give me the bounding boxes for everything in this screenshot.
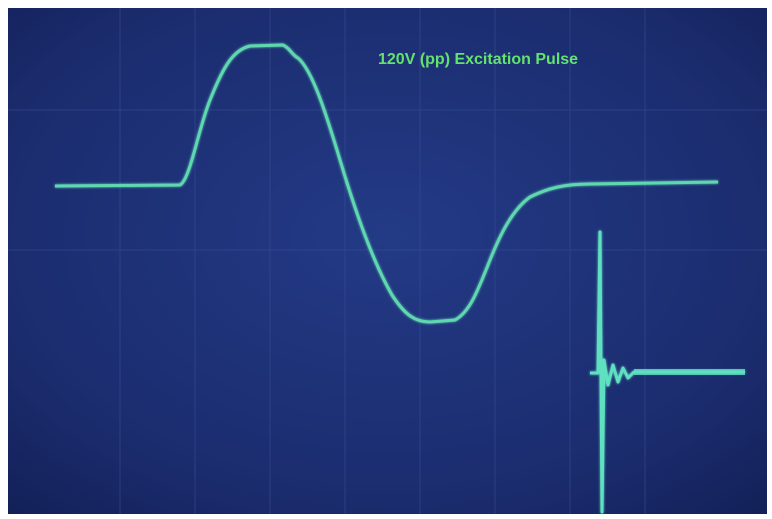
annotation: 120V (pp) Excitation Pulse	[378, 51, 578, 68]
screen	[8, 8, 767, 514]
graticule	[8, 8, 767, 514]
excitation-trace	[54, 43, 719, 324]
response-ringing	[590, 230, 745, 514]
